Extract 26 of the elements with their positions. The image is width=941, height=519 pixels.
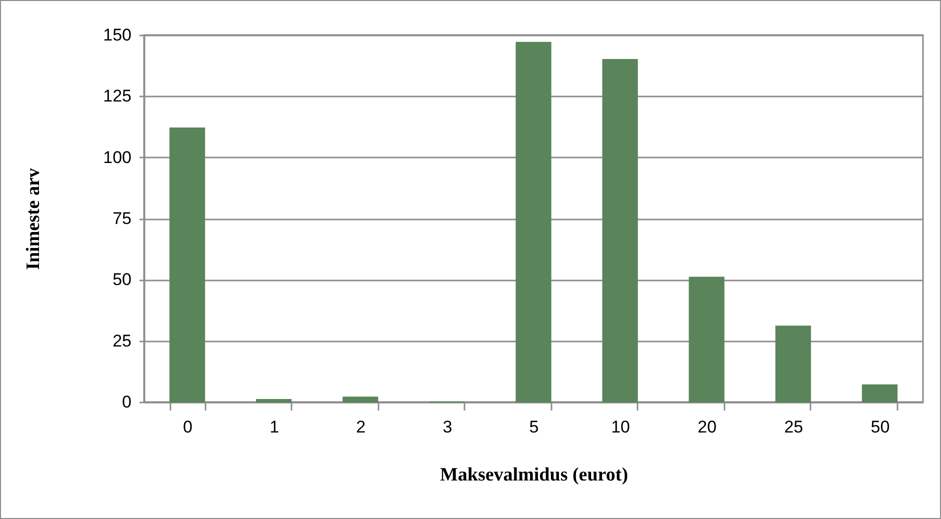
y-tick-label: 150: [103, 26, 132, 44]
bar: [342, 396, 378, 402]
bar: [602, 58, 638, 402]
y-tick-label: 50: [112, 270, 132, 290]
x-tick-label: 10: [611, 418, 630, 436]
y-tick-label: 25: [112, 331, 132, 350]
y-tick-label: 100: [103, 148, 132, 167]
y-axis-title: Inimeste arv: [23, 168, 44, 270]
x-tick-label: 2: [356, 418, 366, 436]
x-tick-label: 5: [529, 418, 539, 436]
x-tick-label: 25: [784, 418, 804, 436]
bar: [516, 42, 552, 402]
y-tick-label: 125: [103, 86, 132, 106]
x-tick-label: 0: [183, 418, 193, 436]
bar: [862, 384, 898, 402]
y-tick-label: 75: [112, 209, 132, 228]
bar: [688, 276, 724, 402]
x-tick-label: 1: [270, 418, 280, 436]
x-tick-label: 3: [442, 418, 452, 436]
x-tick-label: 50: [870, 418, 890, 436]
x-tick-label: 20: [698, 418, 717, 436]
bar: [775, 326, 811, 402]
x-axis-title: Maksevalmidus (eurot): [440, 464, 628, 486]
bar: [256, 399, 292, 402]
y-tick-label: 0: [122, 392, 132, 412]
bar: [169, 127, 206, 402]
